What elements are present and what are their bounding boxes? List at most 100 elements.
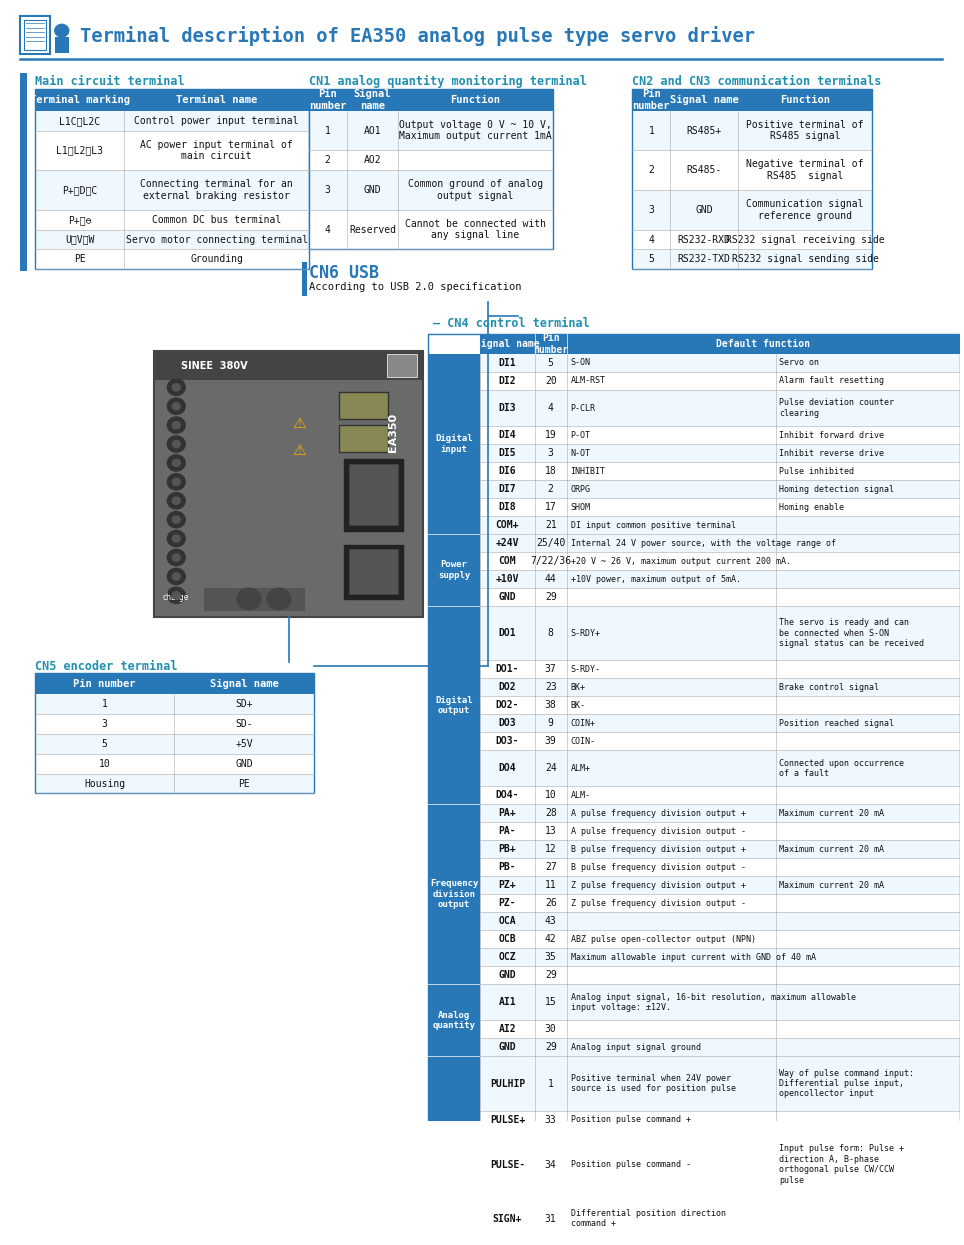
Text: U、V、W: U、V、W: [65, 234, 94, 244]
Text: 35: 35: [545, 952, 556, 962]
Text: DI7: DI7: [498, 484, 517, 494]
Text: Common ground of analog
output signal: Common ground of analog output signal: [408, 179, 543, 200]
Bar: [35, 210, 308, 229]
Text: AC power input terminal of
main circuit: AC power input terminal of main circuit: [140, 139, 293, 161]
Text: 25/40: 25/40: [536, 538, 566, 548]
Text: PULHIP: PULHIP: [490, 1078, 525, 1088]
Text: Analog input signal ground: Analog input signal ground: [571, 1043, 701, 1052]
Bar: [480, 732, 960, 751]
Bar: [20, 73, 27, 271]
Text: 44: 44: [545, 574, 556, 584]
Bar: [480, 679, 960, 696]
Text: B pulse frequency division output +: B pulse frequency division output +: [571, 845, 745, 854]
Circle shape: [173, 422, 180, 428]
Text: DI6: DI6: [498, 466, 517, 476]
Bar: [480, 930, 960, 949]
Text: S-RDY-: S-RDY-: [571, 665, 601, 674]
Text: INHIBIT: INHIBIT: [571, 467, 605, 476]
Text: 10: 10: [98, 758, 111, 768]
Text: 29: 29: [545, 593, 556, 603]
Text: ALM-RST: ALM-RST: [571, 376, 605, 386]
Circle shape: [173, 535, 180, 543]
Text: DI8: DI8: [498, 502, 517, 512]
Text: RS232 signal receiving side: RS232 signal receiving side: [726, 234, 885, 244]
Text: RS485+: RS485+: [686, 126, 722, 136]
Text: Function: Function: [450, 95, 500, 105]
Text: Power
supply: Power supply: [438, 560, 470, 580]
Bar: [204, 588, 304, 610]
Text: Z pulse frequency division output +: Z pulse frequency division output +: [571, 881, 745, 890]
Bar: [480, 804, 960, 822]
Text: OCB: OCB: [498, 935, 517, 945]
Bar: [480, 534, 960, 552]
Text: The servo is ready and can
be connected when S-ON
signal status can be received: The servo is ready and can be connected …: [779, 619, 924, 649]
Text: +10V: +10V: [495, 574, 520, 584]
Circle shape: [168, 398, 185, 415]
Bar: [480, 715, 960, 732]
Bar: [480, 1111, 960, 1128]
Text: GND: GND: [363, 186, 382, 195]
Bar: [480, 1057, 960, 1111]
Text: 8: 8: [548, 629, 553, 639]
Text: +24V: +24V: [495, 538, 520, 548]
Text: DI input common positive terminal: DI input common positive terminal: [571, 520, 736, 529]
Bar: [480, 696, 960, 715]
Text: ALM+: ALM+: [571, 763, 591, 773]
Text: Servo on: Servo on: [779, 359, 818, 367]
Bar: [480, 1128, 960, 1200]
Text: ABZ pulse open-collector output (NPN): ABZ pulse open-collector output (NPN): [571, 935, 756, 944]
Text: ORPG: ORPG: [571, 484, 591, 493]
Text: N-OT: N-OT: [571, 448, 591, 458]
Text: A pulse frequency division output +: A pulse frequency division output +: [571, 809, 745, 818]
Text: Control power input terminal: Control power input terminal: [134, 116, 299, 126]
Text: Homing detection signal: Homing detection signal: [779, 484, 894, 493]
Bar: [480, 660, 960, 679]
Text: DO4-: DO4-: [495, 791, 520, 801]
Text: 17: 17: [545, 502, 556, 512]
Text: Positive terminal when 24V power
source is used for position pulse: Positive terminal when 24V power source …: [571, 1073, 736, 1093]
Bar: [428, 985, 480, 1057]
Bar: [35, 111, 308, 131]
Bar: [632, 90, 872, 111]
Text: 29: 29: [545, 970, 556, 980]
Text: Common DC bus terminal: Common DC bus terminal: [152, 215, 281, 225]
Text: 39: 39: [545, 736, 556, 746]
Text: Pin
number: Pin number: [632, 90, 670, 111]
Bar: [308, 90, 552, 111]
Text: AI2: AI2: [498, 1025, 517, 1035]
Text: 10: 10: [545, 791, 556, 801]
Circle shape: [168, 588, 185, 604]
Text: Reserved: Reserved: [349, 224, 396, 234]
Circle shape: [168, 512, 185, 528]
Text: Differential position direction
command +: Differential position direction command …: [571, 1209, 726, 1229]
Text: — CN4 control terminal: — CN4 control terminal: [433, 316, 590, 330]
Bar: [632, 151, 872, 190]
Bar: [632, 111, 872, 151]
Text: ⚠: ⚠: [292, 416, 306, 431]
Bar: [24, 20, 46, 51]
Text: 5: 5: [548, 359, 553, 369]
Text: PE: PE: [238, 778, 250, 788]
Bar: [308, 111, 552, 151]
Bar: [428, 534, 480, 606]
Text: Grounding: Grounding: [190, 254, 243, 264]
Bar: [302, 263, 307, 296]
Bar: [349, 464, 398, 525]
Bar: [428, 606, 480, 804]
Circle shape: [173, 478, 180, 486]
Text: 2: 2: [548, 484, 553, 494]
Text: SINEE  380V: SINEE 380V: [181, 361, 248, 371]
Text: 1: 1: [548, 1078, 553, 1088]
Bar: [343, 459, 403, 532]
Text: Signal name: Signal name: [209, 679, 279, 688]
Bar: [480, 390, 960, 426]
Text: DO1-: DO1-: [495, 664, 520, 675]
Text: P+、⊖: P+、⊖: [67, 215, 92, 225]
Text: 4: 4: [548, 403, 553, 413]
Text: Pin number: Pin number: [73, 679, 136, 688]
Text: DO4: DO4: [498, 763, 517, 773]
Text: Way of pulse command input:
Differential pulse input,
opencollector input: Way of pulse command input: Differential…: [779, 1068, 914, 1098]
Text: BK+: BK+: [571, 682, 586, 692]
Text: Output voltage 0 V ~ 10 V,
Maximum output current 1mA: Output voltage 0 V ~ 10 V, Maximum outpu…: [399, 120, 552, 142]
Text: Maximum current 20 mA: Maximum current 20 mA: [779, 881, 884, 890]
